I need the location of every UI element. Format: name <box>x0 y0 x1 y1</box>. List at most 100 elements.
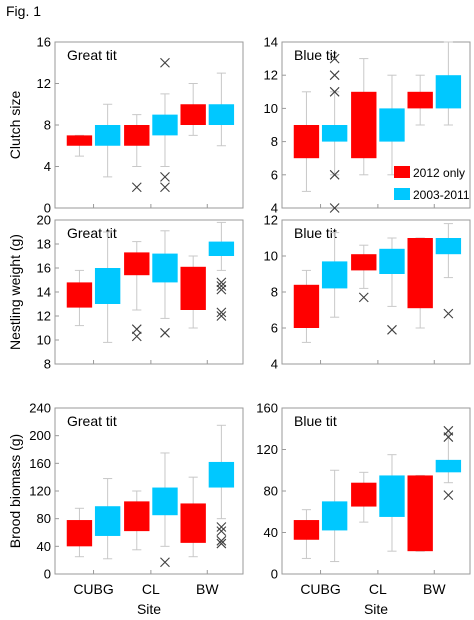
box-body <box>435 75 462 109</box>
legend-2012-swatch <box>394 166 410 178</box>
y-tick-label: 8 <box>271 285 278 300</box>
box-2012-cubg <box>293 269 320 343</box>
box-body <box>66 282 93 308</box>
outlier-marker <box>216 538 227 549</box>
y-tick-label: 160 <box>256 401 278 416</box>
legend-2003-2011-swatch <box>394 188 410 200</box>
y-tick-label: 10 <box>264 101 278 116</box>
box-body <box>435 238 462 255</box>
outlier-marker <box>160 57 170 68</box>
box-body <box>124 125 150 146</box>
outlier-marker <box>216 522 227 532</box>
y-tick-label: 80 <box>37 511 51 526</box>
chart-panel-3: 8 10 12 14 16 18 20 Great tit Nestling weight (g… <box>7 213 244 372</box>
x-category-label: CL <box>369 581 387 597</box>
box-body <box>180 503 206 543</box>
outlier-marker <box>329 203 340 213</box>
x-category-label: BW <box>196 581 219 597</box>
y-tick-label: 12 <box>264 213 278 228</box>
y-tick-label: 160 <box>29 456 51 471</box>
box-2012-cubg <box>293 509 320 559</box>
chart-panel-2: 4 6 8 10 12 14 Blue tit 2012 only 2003-2011 <box>264 35 471 216</box>
y-tick-label: 8 <box>44 118 51 133</box>
y-tick-label: 0 <box>44 567 51 582</box>
x-category-label: CUBG <box>300 581 340 597</box>
x-category-label: BW <box>423 581 446 597</box>
chart-panel-4: 4 6 8 10 12 Blue tit <box>264 213 471 372</box>
outlier-marker <box>329 169 340 180</box>
panel-title: Blue tit <box>294 47 337 63</box>
outlier-marker <box>131 182 142 193</box>
x-axis-label: Site <box>364 601 388 617</box>
box-2003-2011-cl <box>152 230 178 338</box>
box-body <box>407 91 433 109</box>
outlier-marker <box>216 307 227 318</box>
box-2003-2011-cubg <box>94 103 121 178</box>
box-2012-cl <box>124 114 150 193</box>
outlier-marker <box>216 284 227 295</box>
y-tick-label: 10 <box>264 249 278 264</box>
box-2012-cubg <box>293 91 320 192</box>
x-category-label: CL <box>142 581 160 597</box>
outlier-marker <box>329 53 340 64</box>
box-body <box>152 487 178 516</box>
panel-title: Blue tit <box>294 225 337 241</box>
panel-title: Great tit <box>67 225 117 241</box>
box-body <box>351 254 377 271</box>
panel-title: Great tit <box>67 413 117 429</box>
outlier-marker <box>160 182 170 193</box>
box-body <box>66 135 93 146</box>
box-body <box>321 125 348 142</box>
box-body <box>407 238 433 309</box>
box-2012-bw <box>407 237 433 329</box>
box-body <box>379 108 405 142</box>
box-body <box>124 501 150 532</box>
y-tick-label: 0 <box>271 567 278 582</box>
legend-2012-label: 2012 only <box>413 166 465 180</box>
box-2003-2011-cl <box>379 237 405 335</box>
box-2003-2011-cl <box>152 57 178 193</box>
y-tick-label: 14 <box>264 35 278 50</box>
outlier-marker <box>216 535 227 546</box>
outlier-marker <box>358 292 369 303</box>
box-2003-2011-bw <box>208 221 235 321</box>
box-body <box>208 104 235 125</box>
y-tick-label: 12 <box>37 309 51 324</box>
box-2012-cl <box>351 471 377 523</box>
box-body <box>94 268 121 304</box>
box-body <box>379 475 405 517</box>
y-tick-label: 4 <box>44 159 51 174</box>
box-2012-cl <box>351 58 377 176</box>
outlier-marker <box>160 327 170 338</box>
box-body <box>293 125 320 159</box>
outlier-marker <box>216 281 227 291</box>
box-body <box>152 253 178 283</box>
box-body <box>208 241 235 256</box>
outlier-marker <box>160 171 170 182</box>
box-body <box>293 520 320 540</box>
box-2003-2011-bw <box>435 41 462 126</box>
box-2012-bw <box>407 74 433 126</box>
box-2003-2011-bw <box>435 223 462 319</box>
plot-frame <box>54 407 244 575</box>
chart-panel-1: 0 4 8 12 16 Great tit Clutch size <box>7 35 244 216</box>
box-2003-2011-bw <box>435 425 462 501</box>
panel-title: Great tit <box>67 47 117 63</box>
box-body <box>94 125 121 146</box>
box-body <box>435 459 462 473</box>
box-2003-2011-cl <box>379 454 405 552</box>
outlier-marker <box>160 557 170 568</box>
legend: 2012 only 2003-2011 <box>394 166 470 202</box>
box-2012-cubg <box>66 269 93 327</box>
box-2012-bw <box>407 474 433 552</box>
outlier-marker <box>443 308 454 319</box>
box-body <box>321 501 348 531</box>
y-axis-label: Nestling weight (g) <box>7 234 23 350</box>
outlier-marker <box>131 331 142 342</box>
box-2003-2011-cl <box>379 74 405 176</box>
box-body <box>379 248 405 274</box>
box-2003-2011-cubg <box>321 232 348 318</box>
y-axis-label: Clutch size <box>7 91 23 160</box>
box-body <box>321 261 348 289</box>
